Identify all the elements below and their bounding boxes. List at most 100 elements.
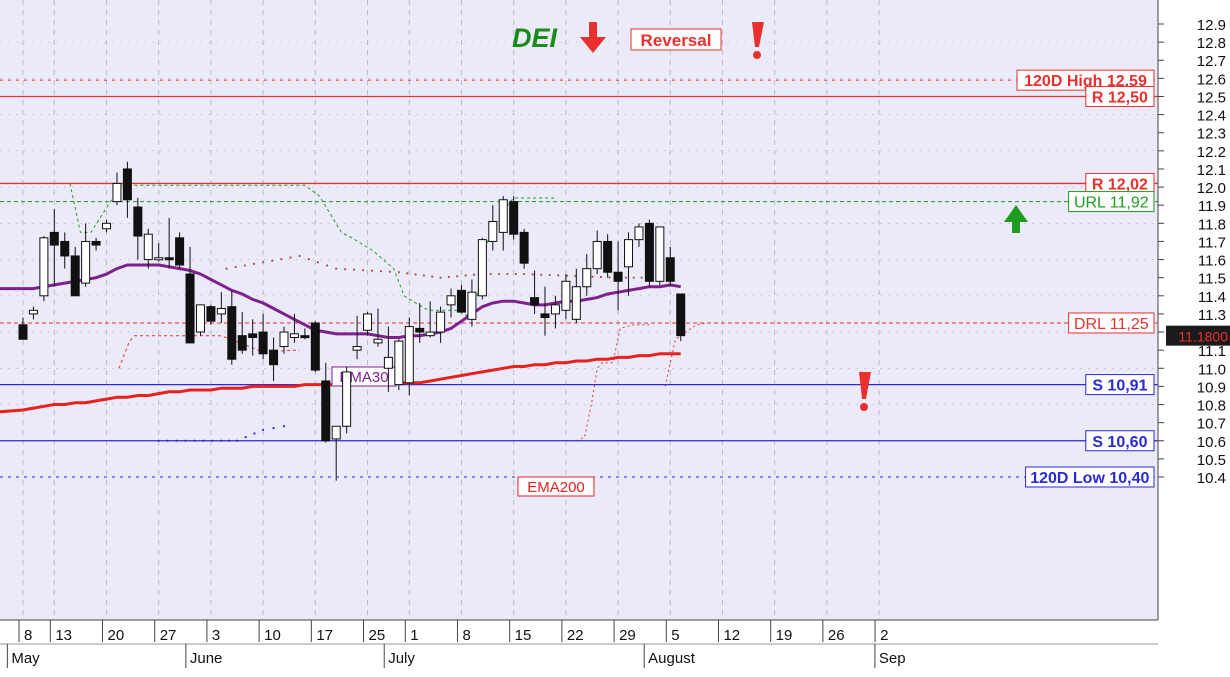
stop-dot: [298, 254, 301, 258]
x-tick-label: 22: [567, 627, 584, 644]
stop-dot: [406, 272, 409, 275]
y-tick-label: 12.9: [1197, 17, 1226, 34]
candle-up: [383, 356, 393, 369]
y-tick-label: 10.4: [1197, 470, 1226, 487]
candle-down: [60, 240, 70, 257]
y-tick-label: 12.0: [1197, 180, 1226, 197]
level-label-box: [1085, 85, 1155, 107]
stop-dot: [540, 273, 543, 276]
stop-dot: [244, 436, 247, 439]
x-tick-label: 27: [160, 627, 177, 644]
x-tick-label: 5: [671, 627, 679, 644]
stop-dot: [548, 273, 551, 277]
level-label-box: [1068, 191, 1155, 213]
candle-down: [133, 206, 143, 237]
candle-up: [488, 221, 498, 242]
ema200-label-box: [517, 476, 595, 497]
level-label-box: [1085, 430, 1155, 452]
stop-dot: [361, 269, 365, 272]
stop-dot: [370, 269, 374, 272]
month-label: August: [648, 650, 696, 667]
stop-dot: [447, 275, 451, 279]
candle-down: [613, 271, 623, 282]
candle-down: [175, 237, 185, 266]
stop-dot: [439, 276, 442, 279]
y-tick-label: 11.1: [1198, 343, 1226, 360]
candle-up: [561, 280, 571, 311]
candle-down: [122, 168, 132, 201]
y-tick-label: 12.4: [1197, 108, 1226, 125]
candle-down: [206, 306, 216, 322]
warning-exclamation-icon: [752, 22, 764, 59]
candle-down: [644, 222, 654, 282]
month-label: May: [11, 650, 40, 667]
candle-up: [195, 304, 205, 333]
y-tick-label: 12.2: [1197, 144, 1226, 161]
stop-dot: [307, 258, 310, 261]
candle-down: [519, 231, 529, 264]
stop-dot: [316, 261, 320, 264]
candle-up: [81, 240, 91, 284]
stop-dot: [464, 274, 467, 277]
candle-down: [185, 273, 195, 344]
x-tick-label: 17: [316, 627, 333, 644]
stop-dot: [514, 272, 517, 276]
candle-down: [676, 293, 686, 337]
chart-title: DEI: [512, 23, 558, 53]
y-tick-label: 12.1: [1197, 162, 1226, 179]
stop-dot: [252, 262, 256, 265]
candle-up: [634, 226, 644, 241]
stop-dot: [414, 273, 417, 276]
candle-down: [665, 257, 675, 282]
candle-up: [28, 309, 38, 315]
y-tick-label: 11.4: [1198, 289, 1226, 306]
candle-down: [237, 335, 247, 351]
down-arrow-icon: [580, 22, 606, 53]
current-price-tag: [1166, 325, 1230, 346]
x-tick-label: 8: [24, 627, 32, 644]
x-tick-label: 2: [880, 627, 888, 644]
y-tick-label: 10.8: [1197, 398, 1226, 415]
x-tick-label: 3: [212, 627, 220, 644]
y-tick-label: 10.5: [1197, 452, 1226, 469]
candle-up: [216, 307, 226, 315]
candle-up: [289, 333, 299, 338]
y-tick-label: 12.7: [1197, 53, 1226, 70]
stop-dot: [531, 273, 534, 276]
candle-down: [70, 255, 80, 297]
candle-down: [269, 349, 279, 366]
up-arrow-icon: [1004, 205, 1028, 233]
candle-down: [18, 324, 28, 340]
candle-up: [404, 326, 414, 384]
candle-up: [39, 237, 49, 297]
candle-up: [363, 313, 373, 331]
stop-dot: [456, 275, 459, 278]
x-tick-label: 15: [515, 627, 532, 644]
y-tick-label: 11.8: [1198, 216, 1226, 233]
stop-dot: [489, 272, 492, 276]
stop-dot: [280, 258, 283, 261]
x-tick-label: 25: [369, 627, 386, 644]
x-tick-label: 29: [619, 627, 636, 644]
stop-dot: [640, 276, 643, 279]
candle-up: [436, 311, 446, 333]
candle-up: [143, 233, 153, 261]
stop-dot: [344, 268, 347, 271]
stop-dot: [262, 261, 265, 264]
candle-up: [477, 239, 487, 297]
level-label-box: [1025, 466, 1155, 488]
lower-band-line: [118, 335, 300, 369]
y-tick-label: 10.9: [1197, 379, 1226, 396]
stop-dot: [253, 432, 256, 435]
candle-down: [227, 306, 237, 360]
candle-up: [425, 331, 435, 337]
candle-up: [467, 291, 477, 320]
stop-dot: [431, 275, 434, 278]
candle-up: [112, 182, 122, 203]
candle-up: [154, 257, 164, 261]
level-label: S 10,60: [1092, 434, 1147, 451]
stop-dot: [472, 273, 476, 276]
x-tick-label: 19: [776, 627, 793, 644]
candle-up: [655, 226, 665, 282]
